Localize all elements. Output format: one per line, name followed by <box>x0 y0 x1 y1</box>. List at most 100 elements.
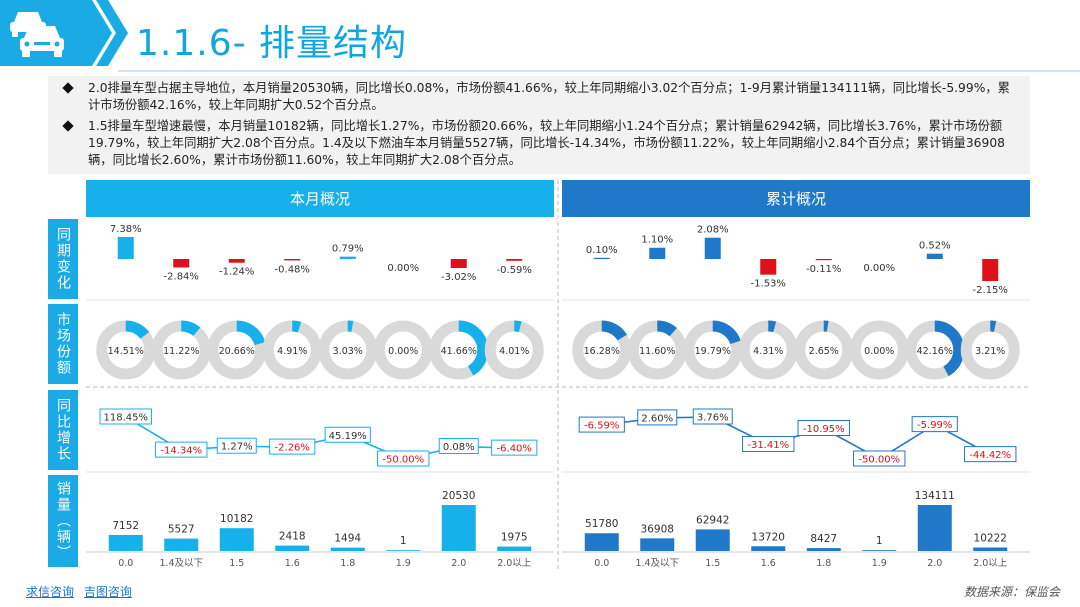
panel-header-month: 本月概况 <box>86 180 554 217</box>
sales-label: 7152 <box>112 520 139 532</box>
sales-label: 10182 <box>220 513 253 525</box>
sales-label: 51780 <box>585 518 618 530</box>
market-share-ring-arc <box>794 320 854 380</box>
share-change-bar <box>593 257 610 259</box>
summary-bullet: 1.5排量车型增速最慢，本月销量10182辆，同比增长1.27%，市场份额20.… <box>62 118 1018 169</box>
sales-label: 10222 <box>974 532 1007 544</box>
market-share-label: 20.66% <box>219 346 255 357</box>
sales-bar <box>441 505 476 551</box>
x-tick-label: 1.8 <box>816 558 831 569</box>
market-share-ring-arc <box>262 320 322 380</box>
row-label-market-share: 市场份额 <box>48 304 78 384</box>
yoy-growth-point <box>438 438 479 455</box>
x-tick-label: 1.5 <box>229 558 244 569</box>
sales-bar <box>497 546 532 551</box>
yoy-growth-point <box>911 416 958 433</box>
yoy-growth-point <box>491 439 538 456</box>
share-change-label: 0.00% <box>387 263 419 274</box>
yoy-growth-point <box>578 416 625 433</box>
x-tick-label: 1.4及以下 <box>635 558 679 569</box>
yoy-growth-point <box>742 435 795 452</box>
market-share-label: 11.22% <box>163 346 199 357</box>
share-change-bar <box>117 237 134 259</box>
yoy-growth-label: 1.27% <box>221 442 253 453</box>
car-logo-icon <box>0 0 128 66</box>
yoy-growth-label: 45.19% <box>329 431 367 442</box>
share-change-label: 0.52% <box>919 241 951 252</box>
sales-label: 5527 <box>168 524 195 536</box>
share-change-label: 0.79% <box>332 244 364 255</box>
share-change-label: 0.10% <box>586 245 618 256</box>
yoy-growth-point <box>964 446 1017 463</box>
share-change-bar <box>926 253 943 259</box>
share-change-label: 2.08% <box>697 225 729 236</box>
sales-label: 13720 <box>752 531 785 543</box>
yoy-growth-point <box>377 450 430 467</box>
x-tick-label: 1.8 <box>340 558 355 569</box>
sales-bar <box>330 547 365 551</box>
yoy-growth-label: -50.00% <box>382 455 424 466</box>
market-share-ring-bg <box>849 320 909 380</box>
market-share-ring-arc <box>738 320 798 380</box>
x-tick-label: 1.9 <box>396 558 411 569</box>
sales-label: 134111 <box>915 490 955 502</box>
yoy-growth-point <box>637 409 678 426</box>
market-share-label: 0.00% <box>388 346 418 357</box>
summary-bullet: 2.0排量车型占据主导地位，本月销量20530辆，同比增长0.08%，市场份额4… <box>62 80 1018 114</box>
market-share-ring-arc <box>572 320 632 380</box>
x-tick-label: 1.6 <box>761 558 776 569</box>
share-change-label: -0.59% <box>497 265 532 276</box>
yoy-growth-label: -6.40% <box>497 444 532 455</box>
share-change-label: 0.00% <box>863 263 895 274</box>
x-tick-label: 1.6 <box>285 558 300 569</box>
market-share-label: 3.03% <box>333 346 363 357</box>
row-label-sales: 销量（辆） <box>48 475 78 567</box>
x-tick-label: 2.0以上 <box>973 558 1008 569</box>
sales-bar <box>862 550 897 551</box>
x-tick-label: 1.5 <box>705 558 720 569</box>
market-share-ring-arc <box>429 320 489 380</box>
share-change-bar <box>649 247 666 259</box>
header: 1.1.6- 排量结构 <box>0 0 1080 78</box>
share-change-label: -1.24% <box>219 267 254 278</box>
yoy-growth-label: -5.99% <box>917 420 952 431</box>
footer-link-1[interactable]: 求信咨询 <box>26 585 75 599</box>
share-change-bar <box>450 259 467 269</box>
sales-label: 20530 <box>442 490 475 502</box>
sales-label: 62942 <box>696 514 729 526</box>
share-change-bar <box>815 259 832 261</box>
market-share-label: 4.01% <box>499 346 529 357</box>
market-share-label: 4.91% <box>277 346 307 357</box>
market-share-label: 42.16% <box>917 346 953 357</box>
market-share-ring-arc <box>207 320 267 380</box>
share-change-label: -2.15% <box>973 285 1008 296</box>
footer-links: 求信咨询 吉图咨询 <box>26 583 138 600</box>
sales-bar <box>640 538 675 551</box>
share-change-label: -3.02% <box>441 272 476 283</box>
share-change-bar <box>284 259 301 261</box>
sales-bar <box>108 534 143 551</box>
sales-bar <box>275 545 310 551</box>
market-share-ring-arc <box>683 320 743 380</box>
share-change-bar <box>704 237 721 259</box>
sales-bar <box>695 529 730 551</box>
yoy-growth-point <box>853 450 906 467</box>
x-tick-label: 2.0 <box>927 558 942 569</box>
market-share-ring-bg <box>373 320 433 380</box>
sales-label: 1 <box>400 535 407 547</box>
data-source: 数据来源：保监会 <box>963 585 1060 599</box>
yoy-growth-label: -6.59% <box>584 421 619 432</box>
summary-box: 2.0排量车型占据主导地位，本月销量20530辆，同比增长0.08%，市场份额4… <box>48 76 1030 174</box>
sales-bar <box>917 505 952 551</box>
sales-bar <box>164 538 199 551</box>
sales-label: 8427 <box>810 533 837 545</box>
share-change-bar <box>228 259 245 263</box>
footer-link-2[interactable]: 吉图咨询 <box>83 585 132 599</box>
share-change-bar <box>339 256 356 259</box>
share-change-label: 1.10% <box>641 235 673 246</box>
share-change-bar <box>506 259 523 261</box>
market-share-label: 11.60% <box>639 346 675 357</box>
sales-bar <box>584 533 619 551</box>
sales-label: 1 <box>876 535 883 547</box>
yoy-growth-label: -14.34% <box>160 446 202 457</box>
